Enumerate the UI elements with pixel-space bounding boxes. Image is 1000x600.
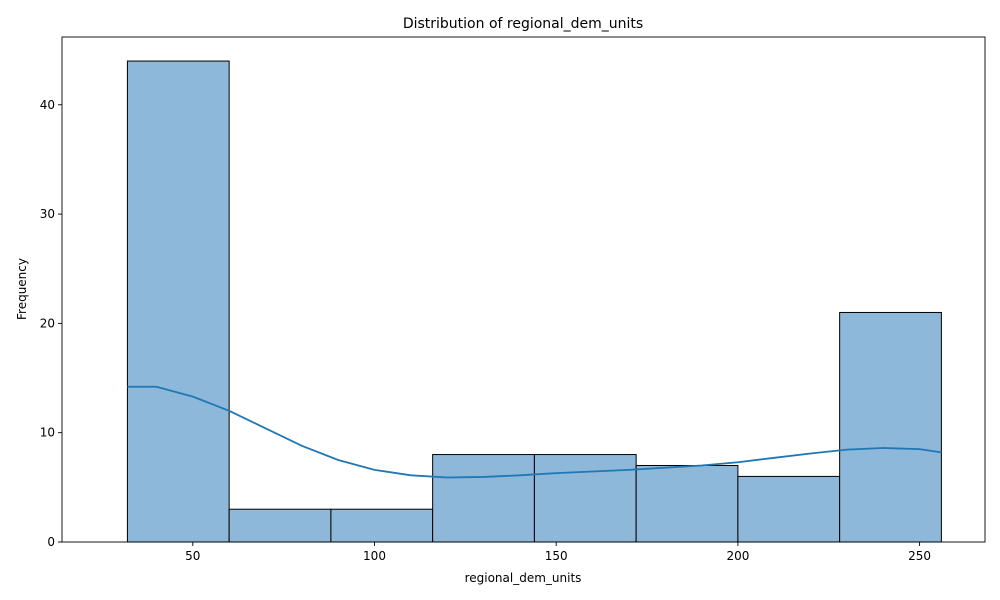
x-axis-label: regional_dem_units (465, 571, 582, 585)
histogram-bar (635, 464, 739, 543)
x-tick-label: 200 (726, 549, 749, 563)
x-axis-ticks: 50 100 150 200 250 (185, 542, 931, 563)
x-tick-label: 150 (545, 549, 568, 563)
x-tick-label: 50 (185, 549, 200, 563)
bars-group (126, 60, 942, 543)
y-tick-label: 40 (40, 98, 55, 112)
chart-title: Distribution of regional_dem_units (403, 16, 643, 32)
y-tick-label: 20 (40, 316, 55, 330)
plot-frame (61, 36, 986, 543)
kde-line (127, 385, 942, 479)
histogram-bar (330, 508, 434, 543)
y-tick-label: 0 (47, 535, 55, 549)
histogram-bar (228, 508, 332, 543)
y-tick-label: 30 (40, 207, 55, 221)
y-axis-label: Frequency (15, 258, 29, 320)
histogram-bar (432, 454, 535, 543)
histogram-bar (839, 311, 942, 543)
x-tick-label: 100 (363, 549, 386, 563)
histogram-bar (737, 475, 841, 543)
y-tick-label: 10 (40, 426, 55, 440)
histogram-bar (533, 454, 637, 543)
y-axis-ticks: 0 10 20 30 40 (40, 98, 62, 549)
x-tick-label: 250 (908, 549, 931, 563)
histogram-bar (126, 60, 230, 543)
